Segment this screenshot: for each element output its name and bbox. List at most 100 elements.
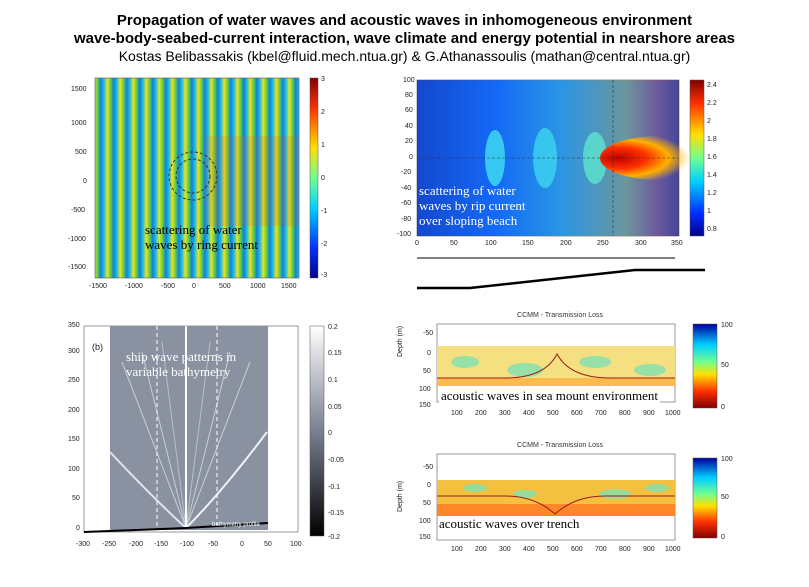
ship-cbar-tick: 0.2 xyxy=(328,324,338,331)
poster-title-line1: Propagation of water waves and acoustic … xyxy=(116,12,693,29)
seamount-cbar-tick: 0 xyxy=(721,404,725,411)
ring-y-tick: 500 xyxy=(75,149,87,156)
ring-cbar-tick: -2 xyxy=(321,241,328,248)
trench-x-tick: 500 xyxy=(547,546,559,553)
ship-wave-plot xyxy=(83,325,325,537)
trench-colorbar xyxy=(692,457,718,539)
ring-x-tick: 1000 xyxy=(250,283,266,290)
ship-cbar-tick: 0.15 xyxy=(328,350,342,357)
rip-x-tick: 250 xyxy=(597,240,609,247)
ring-x-tick: -1500 xyxy=(89,283,107,290)
ship-cbar-tick: -0.2 xyxy=(328,534,341,541)
rip-y-tick: 40 xyxy=(405,123,413,130)
seamount-caption: acoustic waves in sea mount environment xyxy=(439,388,660,403)
ship-x-tick: -150 xyxy=(154,541,169,548)
trench-title: CCMM - Transmission Loss xyxy=(517,442,603,449)
ring-current-plot xyxy=(94,77,319,279)
ship-cbar-tick: -0.05 xyxy=(328,457,344,464)
seamount-x-tick: 600 xyxy=(571,410,583,417)
trench-ylabel: Depth (m) xyxy=(397,480,404,512)
seamount-cbar-tick: 100 xyxy=(721,322,733,329)
ship-x-tick: 50 xyxy=(264,541,272,548)
ring-y-tick: -1500 xyxy=(68,264,86,271)
ship-panel-label: (b) xyxy=(92,342,103,352)
trench-cbar-tick: 100 xyxy=(721,456,733,463)
ship-cbar-tick: -0.1 xyxy=(328,484,341,491)
trench-y-tick: 50 xyxy=(423,500,431,507)
ship-colorbar xyxy=(309,325,325,537)
seamount-x-tick: 900 xyxy=(643,410,655,417)
rip-x-tick: 0 xyxy=(415,240,419,247)
trench-cbar-tick: 50 xyxy=(721,494,729,501)
authors-line: Kostas Belibassakis (kbel@fluid.mech.ntu… xyxy=(118,48,691,64)
seamount-x-tick: 500 xyxy=(547,410,559,417)
seamount-title: CCMM - Transmission Loss xyxy=(517,312,603,319)
rip-cbar-tick: 2.2 xyxy=(707,100,717,107)
ring-x-tick: 1500 xyxy=(281,283,297,290)
trench-y-tick: -50 xyxy=(423,464,434,471)
rip-y-tick: 60 xyxy=(405,107,413,114)
rip-x-tick: 300 xyxy=(635,240,647,247)
rip-cbar-tick: 1.2 xyxy=(707,190,717,197)
ring-caption-line2: waves by ring current xyxy=(145,237,258,252)
panel-trench: CCMM - Transmission Loss Depth (m) -50 0… xyxy=(395,442,750,562)
rip-caption-line3: over sloping beach xyxy=(419,213,518,228)
seamount-y-tick: 50 xyxy=(423,368,431,375)
ring-x-tick: -1000 xyxy=(125,283,143,290)
seamount-ylabel: Depth (m) xyxy=(397,325,404,357)
ring-x-tick: 0 xyxy=(192,283,196,290)
rip-y-tick: 80 xyxy=(405,92,413,99)
rip-cbar-tick: 1 xyxy=(707,208,711,215)
panel-ship-waves: (b) 350 300 250 200 150 100 50 0 -300 -2… xyxy=(62,322,362,552)
ring-colorbar xyxy=(309,77,319,279)
rip-y-tick: -20 xyxy=(401,169,412,176)
rip-y-tick: 100 xyxy=(403,77,415,84)
ship-y-tick: 250 xyxy=(68,377,80,384)
ship-y-tick: 100 xyxy=(68,466,80,473)
seamount-x-tick: 400 xyxy=(523,410,535,417)
ship-y-tick: 150 xyxy=(68,436,80,443)
ship-x-tick: -200 xyxy=(129,541,144,548)
rip-cbar-tick: 1.8 xyxy=(707,136,717,143)
rip-y-tick: 20 xyxy=(405,138,413,145)
seamount-y-tick: 0 xyxy=(427,350,431,357)
rip-y-tick: -60 xyxy=(401,200,412,207)
rip-x-tick: 50 xyxy=(450,240,458,247)
ring-cbar-tick: 3 xyxy=(321,76,325,83)
seamount-x-tick: 200 xyxy=(475,410,487,417)
ship-cbar-tick: 0.1 xyxy=(328,377,338,384)
trench-y-tick: 100 xyxy=(419,518,431,525)
ship-y-tick: 50 xyxy=(72,495,80,502)
trench-x-tick: 200 xyxy=(475,546,487,553)
seamount-y-tick: -50 xyxy=(423,330,434,337)
ring-y-tick: -500 xyxy=(71,207,86,214)
rip-colorbar xyxy=(689,79,705,237)
trench-plot xyxy=(436,453,718,541)
trench-x-tick: 100 xyxy=(451,546,463,553)
rip-current-plot xyxy=(416,79,720,290)
ship-y-tick: 350 xyxy=(68,322,80,329)
seamount-x-tick: 300 xyxy=(499,410,511,417)
rip-cbar-tick: 2 xyxy=(707,118,711,125)
rip-x-tick: 100 xyxy=(485,240,497,247)
rip-caption-line1: scattering of water xyxy=(419,183,516,198)
rip-y-tick: -40 xyxy=(401,185,412,192)
seamount-x-tick: 800 xyxy=(619,410,631,417)
ring-cbar-tick: 1 xyxy=(321,142,325,149)
seamount-x-tick: 100 xyxy=(451,410,463,417)
rip-cbar-tick: 0.8 xyxy=(707,226,717,233)
rip-x-tick: 350 xyxy=(671,240,683,247)
ring-cbar-tick: 0 xyxy=(321,175,325,182)
ship-x-tick: -100 xyxy=(180,541,195,548)
ship-y-tick: 200 xyxy=(68,407,80,414)
panel-rip-current: 100 80 60 40 20 0 -20 -40 -60 -80 -100 0… xyxy=(395,76,735,296)
seamount-y-tick: 150 xyxy=(419,402,431,409)
seamount-x-tick: 1000 xyxy=(665,410,681,417)
ship-x-tick: 100 xyxy=(290,541,302,548)
ship-cbar-tick: 0 xyxy=(328,430,332,437)
ring-y-tick: -1000 xyxy=(68,236,86,243)
trench-x-tick: 600 xyxy=(571,546,583,553)
ring-y-tick: 0 xyxy=(83,178,87,185)
ring-cbar-tick: -3 xyxy=(321,272,328,279)
ship-bathymetry-profile xyxy=(83,522,269,533)
